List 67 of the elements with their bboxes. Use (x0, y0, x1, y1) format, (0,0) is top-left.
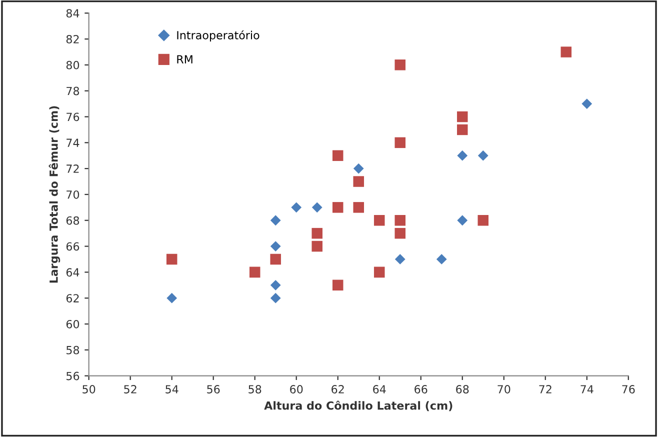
point (456, 111, 468, 122)
y-tick-label: 70 (66, 190, 80, 199)
y-axis-title: Largura Total do Fêmur (cm) (48, 106, 60, 283)
x-tick-label: 72 (539, 385, 552, 394)
point (394, 137, 406, 148)
point (353, 163, 364, 174)
x-tick-label: 66 (414, 385, 428, 394)
point (166, 254, 178, 265)
y-tick-label: 66 (66, 242, 80, 251)
x-tick-label: 50 (82, 385, 96, 394)
point (353, 202, 364, 213)
point (291, 202, 302, 213)
point (353, 176, 364, 187)
y-tick-label: 82 (66, 34, 79, 44)
x-tick-label: 76 (622, 385, 635, 394)
point (270, 215, 281, 226)
x-tick-label: 68 (456, 385, 469, 394)
point (456, 124, 468, 136)
x-tick-label: 60 (290, 385, 303, 394)
point (332, 280, 344, 291)
y-tick-label: 78 (66, 86, 80, 96)
point (560, 46, 572, 58)
point (270, 292, 281, 304)
y-tick-label: 68 (66, 216, 80, 225)
point (374, 214, 385, 226)
x-tick-label: 64 (373, 385, 386, 394)
point (332, 202, 344, 213)
legend-label: RM (177, 55, 192, 64)
point (394, 254, 406, 264)
point (436, 254, 447, 264)
y-tick-label: 62 (66, 294, 79, 302)
point (332, 150, 344, 161)
y-tick-label: 74 (66, 138, 80, 147)
y-tick-label: 80 (66, 60, 80, 70)
point (394, 60, 406, 70)
x-tick-label: 74 (580, 385, 594, 394)
y-tick-label: 84 (66, 9, 80, 18)
point (478, 214, 489, 226)
point (270, 241, 281, 252)
point (312, 240, 322, 252)
y-tick-label: 60 (66, 320, 80, 328)
point (312, 202, 322, 213)
point (166, 292, 178, 304)
x-tick-label: 58 (248, 385, 262, 394)
y-tick-label: 64 (66, 268, 80, 277)
point (394, 214, 406, 226)
point (457, 215, 468, 226)
point (478, 150, 488, 161)
x-tick-label: 52 (124, 385, 136, 394)
x-tick-label: 56 (207, 385, 220, 394)
y-tick-label: 72 (66, 164, 79, 173)
y-tick-label: 76 (66, 112, 80, 122)
point (270, 254, 281, 265)
point (312, 228, 322, 239)
y-tick-label: 56 (66, 372, 80, 380)
x-tick-label: 70 (498, 385, 510, 394)
x-tick-label: 62 (332, 385, 344, 394)
x-axis-title: Altura do Côndilo Lateral (cm) (264, 400, 452, 412)
point (457, 150, 468, 161)
point (270, 280, 281, 290)
point (249, 266, 260, 278)
point (582, 98, 592, 109)
legend-label: Intraoperatório (177, 30, 260, 42)
x-tick-label: 54 (166, 385, 178, 394)
point (394, 228, 406, 239)
point (374, 266, 385, 278)
y-tick-label: 58 (66, 346, 80, 354)
